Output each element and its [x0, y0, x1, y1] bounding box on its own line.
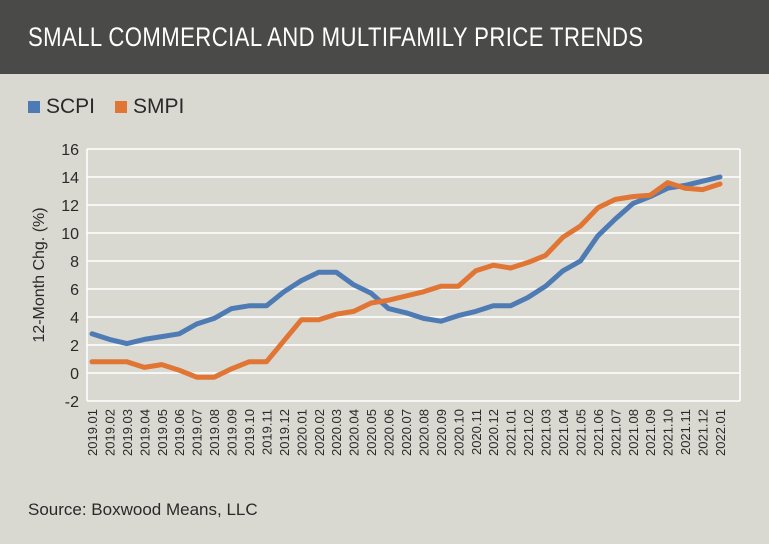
x-tick-label: 2020.09 [434, 409, 449, 456]
legend-label-scpi: SCPI [46, 95, 96, 118]
x-tick-label: 2021.08 [626, 409, 641, 456]
x-tick-label: 2021.12 [696, 409, 711, 456]
source-note: Source: Boxwood Means, LLC [28, 500, 258, 519]
y-tick-label: 4 [70, 310, 79, 327]
x-tick-label: 2020.02 [312, 409, 327, 456]
x-tick-label: 2019.03 [120, 409, 135, 456]
legend: SCPI SMPI [28, 95, 204, 119]
y-tick-label: 14 [61, 170, 79, 187]
x-tick-label: 2019.06 [172, 409, 187, 456]
x-tick-label: 2019.01 [85, 409, 100, 456]
x-tick-label: 2019.05 [155, 409, 170, 456]
x-tick-label: 2019.11 [259, 409, 274, 455]
legend-swatch-smpi [115, 101, 128, 113]
x-tick-label: 2019.07 [190, 409, 205, 456]
legend-swatch-scpi [28, 101, 40, 113]
x-tick-label: 2021.09 [643, 409, 658, 456]
x-tick-label: 2020.03 [329, 409, 344, 456]
y-tick-label: 6 [70, 282, 79, 299]
x-tick-label: 2020.11 [469, 409, 484, 455]
x-tick-label: 2020.12 [486, 409, 501, 456]
y-tick-label: 8 [70, 254, 79, 271]
y-tick-label: 0 [70, 366, 79, 383]
y-tick-label: 12 [61, 198, 79, 215]
y-tick-label: 2 [70, 338, 79, 355]
x-tick-label: 2019.04 [137, 409, 152, 456]
x-tick-label: 2021.01 [504, 409, 519, 456]
legend-item-smpi: SMPI [115, 95, 184, 119]
x-tick-label: 2019.12 [277, 409, 292, 456]
x-tick-label: 2020.07 [399, 409, 414, 456]
x-tick-label: 2021.04 [556, 409, 571, 456]
x-tick-label: 2021.11 [678, 409, 693, 455]
x-tick-label: 2019.09 [225, 409, 240, 456]
x-tick-label: 2021.06 [591, 409, 606, 456]
x-tick-label: 2020.08 [416, 409, 431, 456]
x-tick-label: 2019.10 [242, 409, 257, 456]
x-tick-label: 2020.10 [451, 409, 466, 456]
x-tick-label: 2020.04 [347, 409, 362, 456]
x-tick-label: 2021.10 [661, 409, 676, 456]
y-tick-label: 10 [61, 226, 79, 243]
x-tick-label: 2019.02 [102, 409, 117, 456]
x-tick-label: 2020.01 [294, 409, 309, 456]
header-bar: SMALL COMMERCIAL AND MULTIFAMILY PRICE T… [0, 0, 769, 74]
y-axis-label: 12-Month Chg. (%) [31, 207, 48, 342]
x-tick-label: 2019.08 [207, 409, 222, 456]
chart-title: SMALL COMMERCIAL AND MULTIFAMILY PRICE T… [28, 22, 644, 52]
x-tick-label: 2022.01 [713, 409, 728, 456]
x-tick-label: 2021.07 [608, 409, 623, 456]
x-tick-label: 2021.03 [539, 409, 554, 456]
x-tick-label: 2020.06 [382, 409, 397, 456]
x-tick-label: 2020.05 [364, 409, 379, 456]
y-tick-label: 16 [61, 142, 79, 159]
legend-label-smpi: SMPI [133, 95, 185, 118]
y-tick-label: -2 [65, 394, 79, 411]
x-tick-label: 2021.02 [521, 409, 536, 456]
legend-item-scpi: SCPI [28, 95, 95, 119]
x-tick-label: 2021.05 [573, 409, 588, 456]
